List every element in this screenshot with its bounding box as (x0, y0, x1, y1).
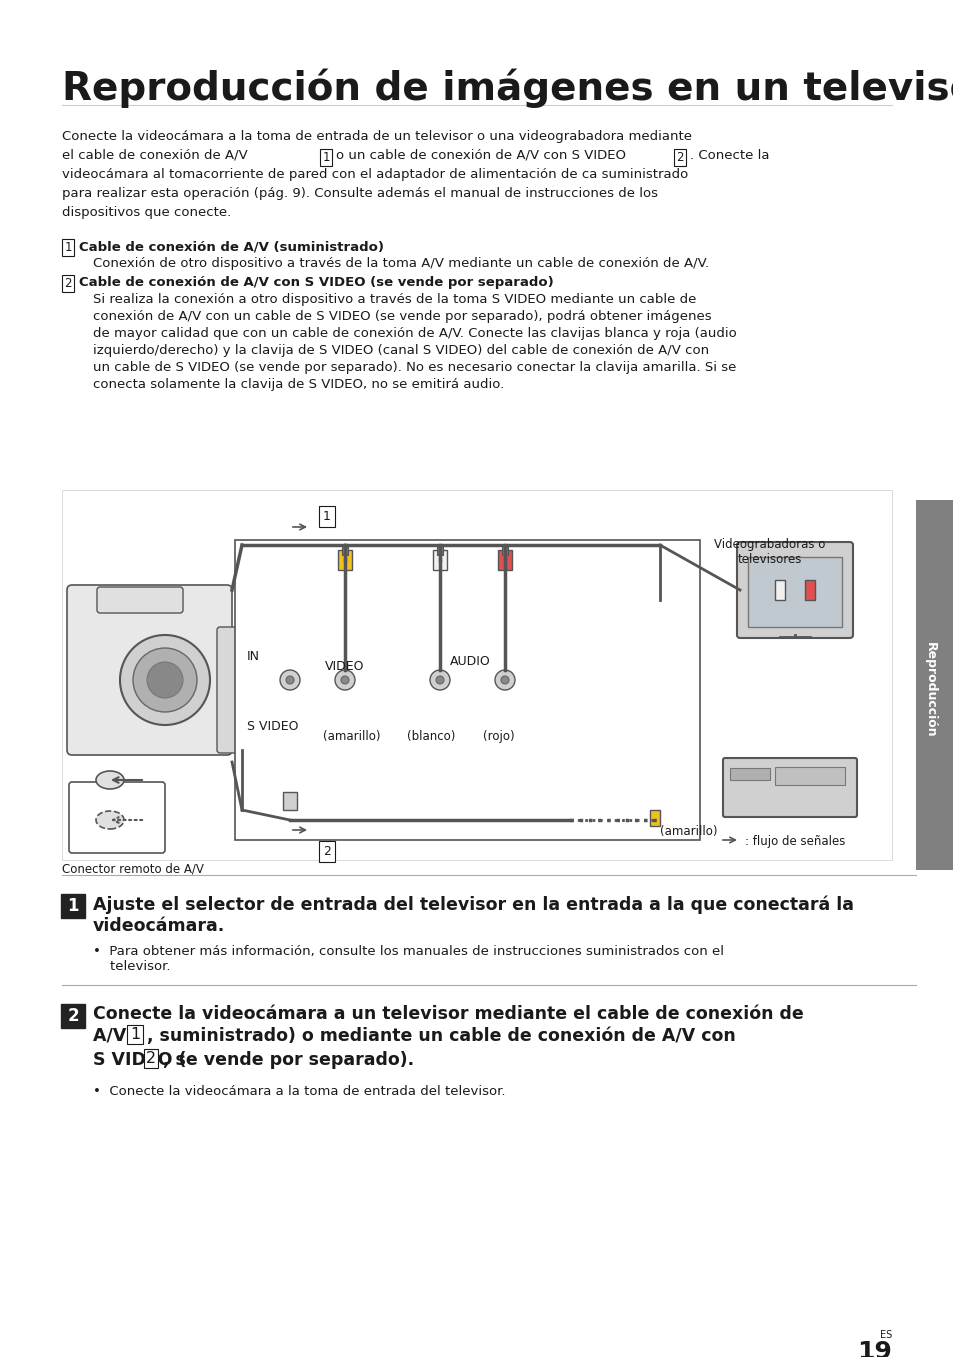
Text: 2: 2 (64, 277, 71, 290)
Bar (234, 540, 700, 840)
Text: : flujo de señales: : flujo de señales (744, 835, 844, 848)
Text: IN: IN (247, 650, 260, 664)
Text: 1: 1 (323, 510, 331, 522)
Text: o un cable de conexión de A/V con S VIDEO: o un cable de conexión de A/V con S VIDE… (335, 149, 625, 161)
Circle shape (286, 676, 294, 684)
Bar (774, 767, 844, 784)
Text: Cable de conexión de A/V (suministrado): Cable de conexión de A/V (suministrado) (79, 240, 384, 252)
Text: ES: ES (879, 1330, 891, 1339)
Text: de mayor calidad que con un cable de conexión de A/V. Conecte las clavijas blanc: de mayor calidad que con un cable de con… (92, 327, 736, 341)
FancyBboxPatch shape (97, 588, 183, 613)
Text: A/V (: A/V ( (92, 1027, 140, 1045)
Bar (729, 768, 769, 780)
Text: (rojo): (rojo) (482, 730, 514, 744)
Bar (501, 546, 507, 555)
Bar (649, 810, 659, 826)
FancyBboxPatch shape (67, 585, 232, 754)
Text: 1: 1 (64, 242, 71, 254)
Text: , se vende por separado).: , se vende por separado). (163, 1052, 414, 1069)
Text: 1: 1 (67, 897, 79, 915)
FancyBboxPatch shape (61, 894, 85, 917)
Bar (915, 499, 953, 870)
FancyBboxPatch shape (737, 541, 852, 638)
Text: 2: 2 (323, 845, 331, 858)
Text: . Conecte la: . Conecte la (689, 149, 769, 161)
Ellipse shape (96, 771, 124, 788)
Circle shape (120, 635, 210, 725)
Text: un cable de S VIDEO (se vende por separado). No es necesario conectar la clavija: un cable de S VIDEO (se vende por separa… (92, 361, 736, 375)
Text: AUDIO: AUDIO (450, 655, 490, 668)
Text: 19: 19 (856, 1339, 891, 1357)
Text: Reproducción de imágenes en un televisor: Reproducción de imágenes en un televisor (62, 68, 953, 107)
Text: el cable de conexión de A/V: el cable de conexión de A/V (62, 149, 248, 161)
Text: Cable de conexión de A/V con S VIDEO (se vende por separado): Cable de conexión de A/V con S VIDEO (se… (79, 275, 553, 289)
Circle shape (147, 662, 183, 697)
Text: conexión de A/V con un cable de S VIDEO (se vende por separado), podrá obtener i: conexión de A/V con un cable de S VIDEO … (92, 309, 711, 323)
Circle shape (132, 649, 196, 712)
Text: 1: 1 (130, 1027, 140, 1042)
FancyBboxPatch shape (69, 782, 165, 854)
Bar (433, 550, 447, 570)
Bar (804, 579, 814, 600)
Bar (283, 792, 296, 810)
Text: 2: 2 (67, 1007, 79, 1025)
FancyBboxPatch shape (216, 627, 248, 753)
FancyBboxPatch shape (61, 1004, 85, 1029)
Circle shape (430, 670, 450, 689)
Text: , suministrado) o mediante un cable de conexión de A/V con: , suministrado) o mediante un cable de c… (147, 1027, 735, 1045)
Bar (62, 490, 891, 860)
Text: (amarillo): (amarillo) (323, 730, 380, 744)
Circle shape (500, 676, 509, 684)
Circle shape (436, 676, 443, 684)
Text: Conexión de otro dispositivo a través de la toma A/V mediante un cable de conexi: Conexión de otro dispositivo a través de… (92, 256, 708, 270)
Bar (436, 546, 442, 555)
Text: •  Conecte la videocámara a la toma de entrada del televisor.: • Conecte la videocámara a la toma de en… (92, 1086, 505, 1098)
Text: 2: 2 (146, 1052, 156, 1067)
Text: •  Para obtener más información, consulte los manuales de instrucciones suminist: • Para obtener más información, consulte… (92, 944, 723, 973)
FancyBboxPatch shape (722, 759, 856, 817)
Text: para realizar esta operación (pág. 9). Consulte además el manual de instruccione: para realizar esta operación (pág. 9). C… (62, 187, 658, 199)
Text: Ajuste el selector de entrada del televisor en la entrada a la que conectará la: Ajuste el selector de entrada del televi… (92, 896, 853, 913)
Text: VIDEO: VIDEO (325, 660, 364, 673)
Circle shape (495, 670, 515, 689)
Circle shape (280, 670, 299, 689)
Circle shape (340, 676, 349, 684)
Text: Conecte la videocámara a la toma de entrada de un televisor o una videograbadora: Conecte la videocámara a la toma de entr… (62, 130, 691, 142)
Text: Videograbadoras o
televisores: Videograbadoras o televisores (714, 537, 825, 566)
Circle shape (335, 670, 355, 689)
Text: Conector remoto de A/V: Conector remoto de A/V (62, 862, 204, 875)
Text: (amarillo): (amarillo) (659, 825, 717, 839)
Text: 2: 2 (676, 151, 683, 164)
Ellipse shape (96, 811, 124, 829)
Text: S VIDEO (: S VIDEO ( (92, 1052, 186, 1069)
Text: S VIDEO: S VIDEO (247, 721, 298, 733)
Text: conecta solamente la clavija de S VIDEO, no se emitirá audio.: conecta solamente la clavija de S VIDEO,… (92, 379, 504, 391)
Text: Reproducción: Reproducción (923, 642, 936, 738)
Text: Conecte la videocámara a un televisor mediante el cable de conexión de: Conecte la videocámara a un televisor me… (92, 1006, 803, 1023)
Text: videocámara.: videocámara. (92, 917, 225, 935)
Text: dispositivos que conecte.: dispositivos que conecte. (62, 206, 231, 218)
Bar (774, 579, 784, 600)
Text: 1: 1 (322, 151, 330, 164)
Text: (blanco): (blanco) (407, 730, 455, 744)
Text: videocámara al tomacorriente de pared con el adaptador de alimentación de ca sum: videocámara al tomacorriente de pared co… (62, 168, 687, 180)
Text: Si realiza la conexión a otro dispositivo a través de la toma S VIDEO mediante u: Si realiza la conexión a otro dispositiv… (92, 293, 696, 305)
Bar (337, 550, 352, 570)
Text: izquierdo/derecho) y la clavija de S VIDEO (canal S VIDEO) del cable de conexión: izquierdo/derecho) y la clavija de S VID… (92, 345, 708, 357)
Bar (747, 556, 841, 627)
Bar (497, 550, 512, 570)
Bar (341, 546, 348, 555)
